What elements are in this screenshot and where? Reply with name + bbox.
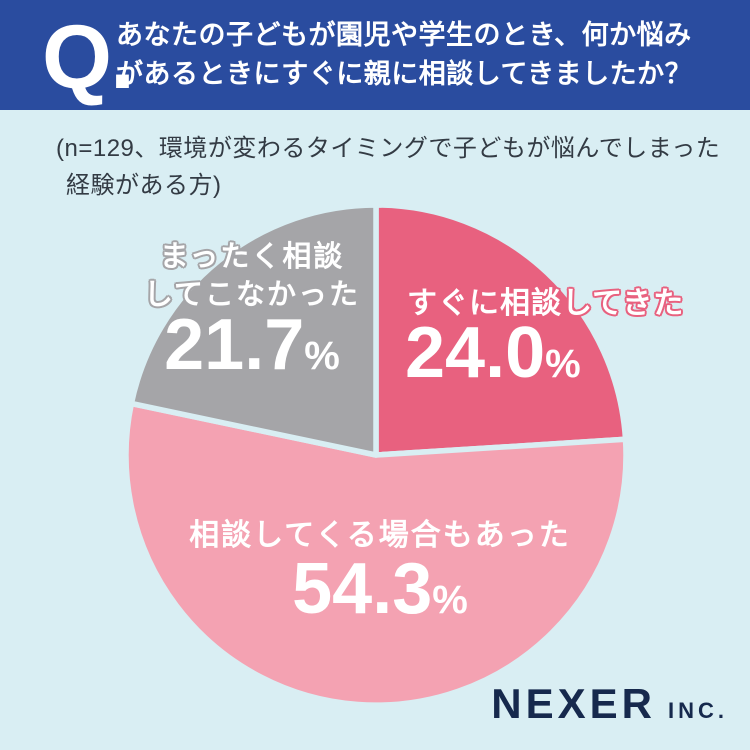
question-line-2: があるときにすぐに親に相談してきましたか？ — [116, 59, 693, 89]
brand-suffix: INC. — [668, 698, 728, 723]
slice-label-immediately-consulted: すぐに相談してきた — [407, 287, 685, 320]
q-mark: Q. — [42, 8, 135, 108]
question-text: あなたの子どもが園児や学生のとき、何か悩み があるときにすぐに親に相談してきまし… — [116, 16, 692, 94]
slice-label-line-1: まったく相談 — [159, 241, 345, 273]
slice-label-sometimes-consulted: 相談してくる場合もあった — [189, 519, 571, 552]
slice-value-sometimes-consulted: 54.3% — [180, 548, 580, 630]
sample-note-line-2: 経験がある方) — [66, 172, 222, 199]
percent-sign: % — [545, 342, 581, 386]
slice-value-number: 54.3 — [292, 549, 433, 629]
slice-label-never-consulted: まったく相談 してこなかった — [102, 238, 402, 314]
slice-value-number: 24.0 — [405, 313, 546, 393]
percent-sign: % — [432, 578, 468, 622]
slice-value-immediately-consulted: 24.0% — [405, 312, 581, 394]
percent-sign: % — [304, 334, 340, 378]
question-header: Q. あなたの子どもが園児や学生のとき、何か悩み があるときにすぐに親に相談して… — [0, 0, 750, 110]
question-line-1: あなたの子どもが園児や学生のとき、何か悩み — [116, 20, 692, 50]
slice-label-line-2: してこなかった — [143, 279, 361, 311]
company-logo: NEXER INC. — [491, 680, 728, 728]
pie-slice-0 — [373, 202, 629, 458]
sample-note-line-1: (n=129、環境が変わるタイミングで子どもが悩んでしまった — [56, 135, 721, 162]
slice-value-never-consulted: 21.7% — [102, 304, 402, 386]
brand-name: NEXER — [491, 680, 656, 727]
sample-note: (n=129、環境が変わるタイミングで子どもが悩んでしまった 経験がある方) — [56, 130, 720, 204]
slice-value-number: 21.7 — [164, 305, 305, 385]
pie-slice-1 — [123, 400, 629, 708]
pie-slice-2 — [128, 202, 379, 458]
